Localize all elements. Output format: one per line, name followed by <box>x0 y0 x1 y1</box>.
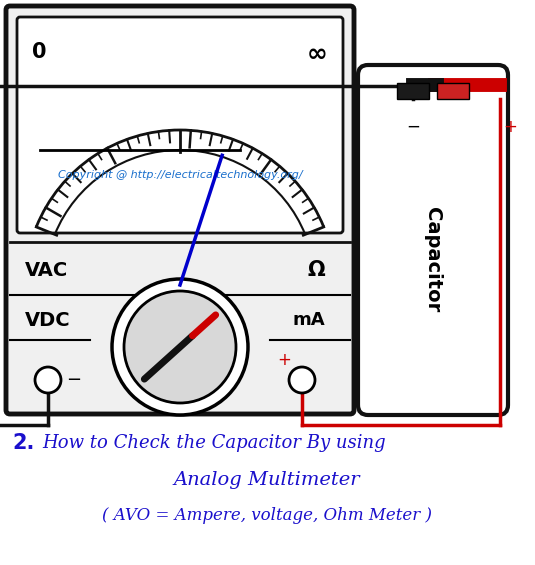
FancyBboxPatch shape <box>358 65 508 415</box>
Text: Analog Multimeter: Analog Multimeter <box>174 471 360 489</box>
Text: Capacitor: Capacitor <box>424 207 442 312</box>
Text: 0: 0 <box>32 42 47 62</box>
Text: 2.: 2. <box>12 433 34 453</box>
Circle shape <box>124 291 236 403</box>
Text: −: − <box>66 371 81 389</box>
Circle shape <box>289 367 315 393</box>
Text: −: − <box>406 118 420 136</box>
Text: mA: mA <box>292 311 325 329</box>
FancyBboxPatch shape <box>6 6 354 414</box>
Text: How to Check the Capacitor By using: How to Check the Capacitor By using <box>42 434 386 452</box>
Text: ∞: ∞ <box>307 42 328 66</box>
Bar <box>397 83 429 99</box>
Text: VDC: VDC <box>25 311 71 329</box>
Text: ( AVO = Ampere, voltage, Ohm Meter ): ( AVO = Ampere, voltage, Ohm Meter ) <box>102 506 432 524</box>
Text: +: + <box>503 118 517 136</box>
Circle shape <box>112 279 248 415</box>
Bar <box>437 83 469 99</box>
FancyBboxPatch shape <box>17 17 343 233</box>
Text: Copyright @ http://electricaltechnology.org/: Copyright @ http://electricaltechnology.… <box>58 170 302 180</box>
Text: VAC: VAC <box>25 260 68 280</box>
Text: +: + <box>277 351 291 369</box>
Circle shape <box>35 367 61 393</box>
Text: Ω: Ω <box>307 260 325 280</box>
